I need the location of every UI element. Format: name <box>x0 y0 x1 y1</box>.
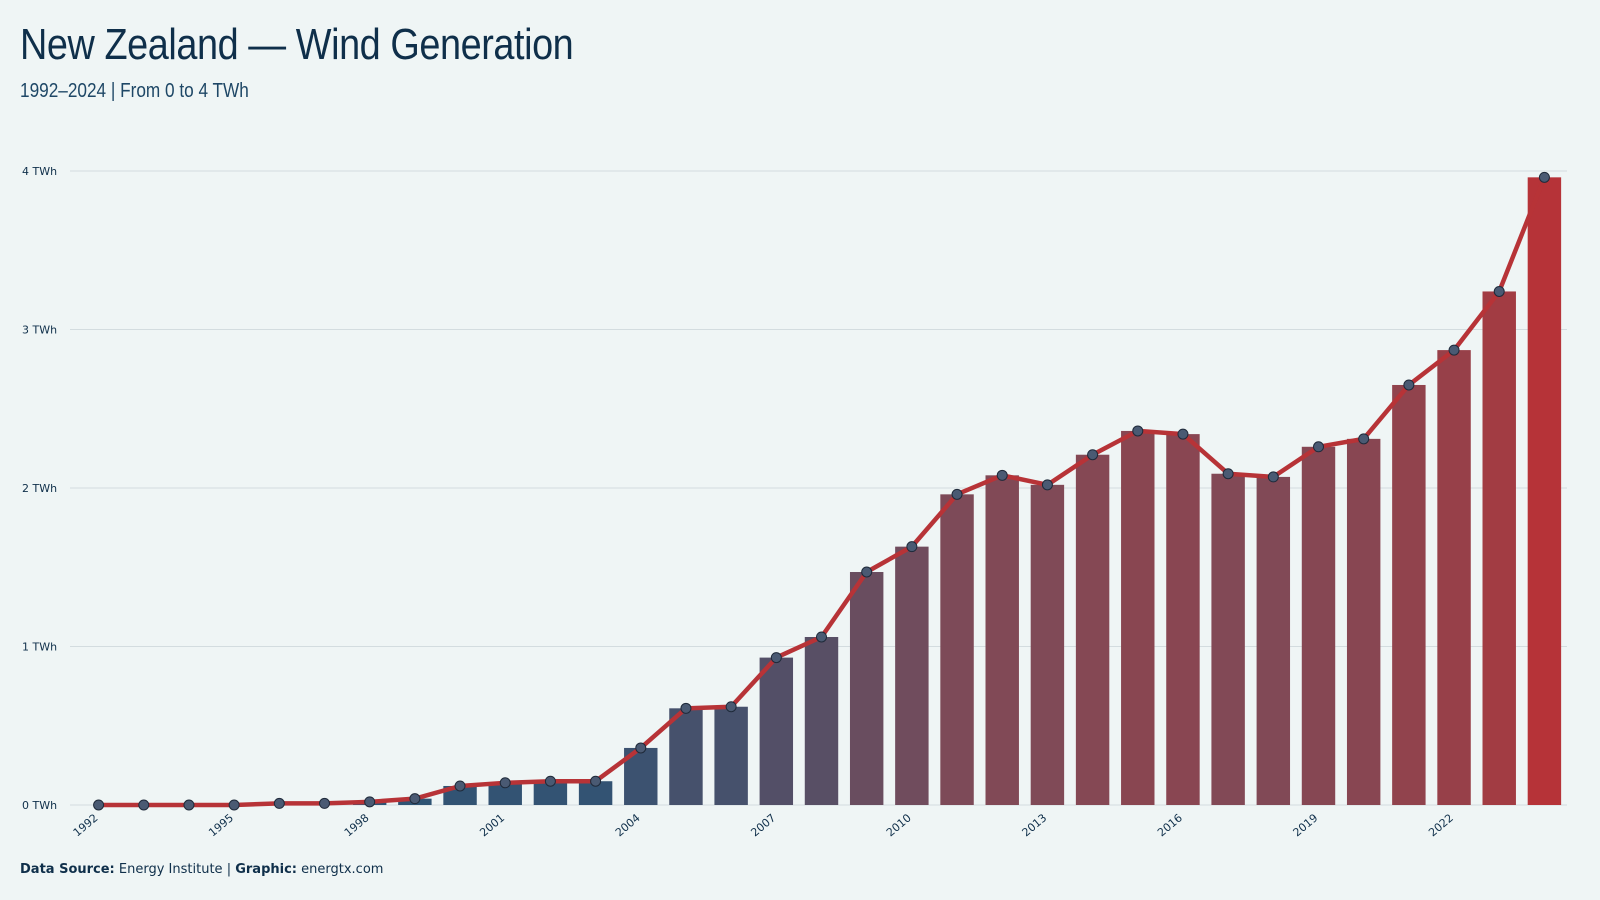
data-point-marker <box>861 566 873 578</box>
y-axis-tick-labels: 0 TWh 1 TWh 2 TWh 3 TWh 4 TWh <box>22 165 57 812</box>
x-tick-label: 2004 <box>613 811 643 839</box>
data-point-marker <box>364 796 376 808</box>
data-point-marker <box>590 775 602 787</box>
x-tick-label: 1995 <box>206 811 236 839</box>
markers <box>93 171 1550 811</box>
x-tick-label: 2010 <box>884 811 914 839</box>
bar <box>1121 430 1155 805</box>
x-tick-label: 1992 <box>71 811 101 839</box>
data-point-marker <box>1041 479 1053 491</box>
data-point-marker <box>1177 428 1189 440</box>
source-value: Energy Institute <box>118 862 223 877</box>
data-point-marker <box>454 780 466 792</box>
bar <box>1211 473 1245 805</box>
bar <box>443 785 477 805</box>
x-tick-label: 2022 <box>1426 811 1456 839</box>
bar <box>804 636 839 805</box>
y-tick-label: 1 TWh <box>22 641 57 654</box>
x-tick-label: 2016 <box>1155 811 1185 839</box>
data-point-marker <box>906 541 918 553</box>
bar <box>1166 434 1200 805</box>
bar <box>1301 446 1336 805</box>
graphic-label: Graphic: <box>235 862 297 877</box>
bar <box>1527 177 1562 806</box>
data-point-marker <box>1493 285 1505 297</box>
data-point-marker <box>499 777 511 789</box>
source-label: Data Source: <box>20 862 115 877</box>
footer-separator: | <box>226 862 232 877</box>
data-point-marker <box>635 742 647 754</box>
data-point-marker <box>951 488 963 500</box>
x-tick-label: 1998 <box>342 811 372 839</box>
chart-title: New Zealand — Wind Generation <box>20 20 574 69</box>
data-point-marker <box>1087 449 1099 461</box>
x-tick-label: 2013 <box>1020 811 1050 839</box>
bar <box>1392 384 1426 805</box>
bar <box>940 494 974 805</box>
data-point-marker <box>1132 425 1144 437</box>
bars <box>262 177 1562 806</box>
bar <box>849 572 884 805</box>
data-point-marker <box>680 702 692 714</box>
data-point-marker <box>1403 379 1415 391</box>
data-point-marker <box>1267 471 1279 483</box>
y-tick-label: 0 TWh <box>22 799 57 812</box>
data-point-marker <box>409 793 421 805</box>
data-point-marker <box>1222 468 1234 480</box>
data-point-marker <box>1358 433 1370 445</box>
data-point-marker <box>996 469 1008 481</box>
data-point-marker <box>273 797 285 809</box>
y-tick-label: 2 TWh <box>22 482 57 495</box>
bar <box>895 546 929 805</box>
bar <box>533 781 568 805</box>
data-point-marker <box>183 799 195 811</box>
footer: Data Source: Energy Institute | Graphic:… <box>20 862 383 877</box>
bar <box>1030 484 1065 805</box>
data-point-marker <box>228 799 240 811</box>
bar <box>578 781 613 805</box>
x-axis-tick-labels: 1992 1995 1998 2001 2004 2007 2010 2013 2016 2019… <box>71 811 1456 839</box>
graphic-value: energtx.com <box>301 862 384 877</box>
data-point-marker <box>1448 344 1460 356</box>
bar <box>669 708 703 805</box>
y-tick-label: 4 TWh <box>22 165 57 178</box>
data-point-marker <box>816 631 827 643</box>
bar <box>1482 291 1516 806</box>
data-point-marker <box>319 797 330 809</box>
y-tick-label: 3 TWh <box>22 324 57 337</box>
data-point-marker <box>1313 441 1324 453</box>
bar <box>1437 350 1471 805</box>
x-tick-label: 2007 <box>748 811 778 839</box>
bar <box>1346 438 1381 805</box>
chart-subtitle: 1992–2024 | From 0 to 4 TWh <box>20 80 249 102</box>
bar <box>759 657 794 805</box>
data-point-marker <box>1538 171 1550 183</box>
x-tick-label: 2019 <box>1291 811 1321 839</box>
data-point-marker <box>93 799 105 811</box>
bar <box>488 782 522 805</box>
bar <box>1256 476 1291 805</box>
bar <box>1075 454 1110 805</box>
data-point-marker <box>138 799 150 811</box>
data-point-marker <box>725 701 737 713</box>
x-tick-label: 2001 <box>477 811 507 839</box>
bar <box>985 475 1019 805</box>
data-point-marker <box>770 652 782 664</box>
bar <box>714 706 748 805</box>
data-point-marker <box>544 775 556 787</box>
